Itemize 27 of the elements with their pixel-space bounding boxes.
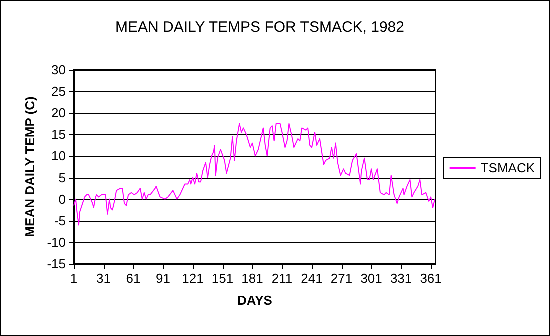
x-tick-label: 61 (126, 271, 141, 286)
x-tick-label: 361 (420, 271, 442, 286)
x-tick-label: 271 (330, 271, 353, 286)
x-axis-title: DAYS (238, 293, 273, 308)
y-tick-label: 10 (52, 148, 66, 164)
y-tick-label: -15 (47, 256, 66, 272)
y-tick-label: 15 (52, 127, 66, 142)
y-tick-label: 20 (52, 106, 66, 121)
y-tick-label: 5 (58, 170, 66, 186)
x-tick-label: 181 (242, 271, 264, 286)
x-tick-label: 1 (70, 271, 78, 286)
x-tick-label: 151 (212, 271, 234, 286)
y-tick-label: -5 (54, 213, 66, 228)
y-axis-title: MEAN DAILY TEMP (C) (22, 96, 38, 238)
legend-label: TSMACK (480, 160, 536, 176)
x-tick-label: 241 (301, 271, 323, 286)
x-tick-label: 31 (96, 271, 111, 286)
y-tick-label: 30 (52, 62, 66, 78)
x-tick-label: 211 (272, 271, 293, 286)
x-tick-label: 121 (182, 271, 204, 286)
x-tick-label: 301 (360, 271, 382, 286)
x-tick-label: 91 (156, 271, 170, 286)
y-tick-label: 0 (58, 192, 66, 207)
y-tick-label: -10 (47, 234, 66, 250)
chart-title: MEAN DAILY TEMPS FOR TSMACK, 1982 (116, 19, 404, 36)
y-tick-label: 25 (52, 84, 66, 100)
x-tick-label: 331 (390, 271, 412, 286)
